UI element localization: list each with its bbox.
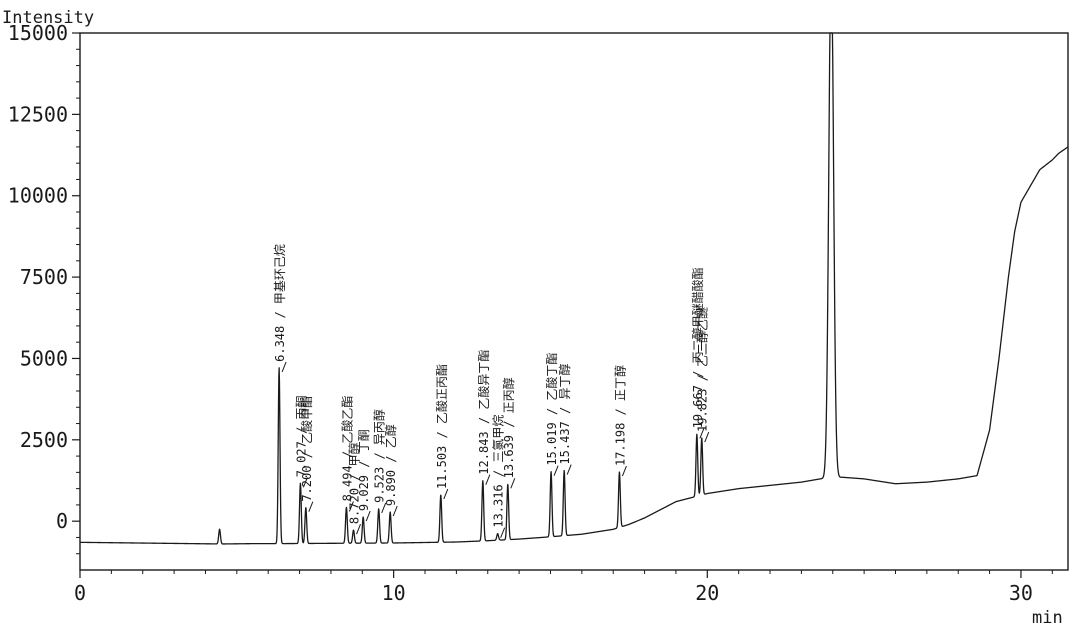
x-tick-label: 20	[695, 581, 719, 605]
peak-label: 15.437 / 异丁醇	[557, 364, 572, 465]
x-tick-label: 0	[74, 581, 86, 605]
series-line-chromatogram	[79, 32, 1069, 545]
peak-leader-line	[621, 465, 627, 477]
peak-apex-point	[389, 511, 391, 513]
peak-leader-line	[699, 428, 705, 439]
x-tick-label: 10	[382, 581, 406, 605]
peak-apex-point	[218, 528, 221, 530]
peak-label: 13.639 / 正丙醇	[501, 377, 516, 478]
axes-group	[79, 32, 1069, 571]
peak-label: 9.523 / 异丙醇	[372, 409, 387, 503]
peak-label: 19.667 / 丙二醇甲醚醋酸酯	[690, 267, 705, 428]
peak-leader-line	[704, 431, 710, 443]
y-tick-label: 2500	[20, 428, 68, 452]
peak-leader-line	[510, 478, 516, 489]
peak-label: 9.890 / 乙醇	[383, 424, 398, 506]
ticks-group: 0 2500 5000 7500 10000 12500 15000 0 10 20 30	[8, 21, 1053, 605]
peak-apex-point	[497, 533, 499, 535]
y-tick-label: 0	[56, 509, 68, 533]
peak-leader-line	[381, 502, 387, 514]
peak-label: 13.316 / 三氯甲烷	[492, 415, 506, 528]
peak-leader-line	[443, 488, 449, 500]
peak-apex-point	[278, 367, 280, 369]
peak-label: 7.200 / 乙酸甲酯	[299, 396, 314, 502]
peak-label: 7.027 / 丙酮	[294, 395, 308, 477]
peak-leader-line	[281, 361, 287, 373]
peak-label: 15.019 / 乙酸丁酯	[544, 353, 559, 466]
y-tick-label: 10000	[8, 184, 68, 208]
peak-leader-line	[308, 501, 314, 512]
peak-apex-point	[440, 494, 442, 496]
peak-label: 12.843 / 乙酸异丁酯	[476, 350, 491, 475]
peak-label: 17.198 / 正丁醇	[612, 365, 627, 466]
y-tick-label: 7500	[20, 265, 68, 289]
peak-label: 19.823 / 乙二醇乙醚	[695, 307, 710, 432]
peak-apex-point	[299, 482, 302, 484]
peak-leader-line	[302, 477, 308, 488]
x-tick-label: 30	[1009, 581, 1033, 605]
peak-label: 6.348 / 甲基环己烷	[273, 244, 287, 362]
trace-group	[79, 32, 1069, 545]
peak-label: 8.720 / 甲醇	[347, 442, 362, 524]
peak-apex-point	[507, 483, 509, 485]
peak-leader-line	[500, 527, 506, 538]
peak-apex-point	[618, 471, 621, 473]
peak-apex-point	[550, 471, 552, 473]
y-tick-label: 5000	[20, 346, 68, 370]
peak-leader-line	[566, 464, 572, 475]
y-tick-label: 15000	[8, 21, 68, 45]
peak-apex-point	[701, 437, 703, 439]
peak-leader-line	[553, 465, 559, 476]
peak-leader-line	[348, 501, 354, 512]
peak-leader-line	[365, 510, 371, 522]
peak-apex-point	[362, 516, 364, 518]
peak-apex-point	[345, 506, 348, 509]
peak-label: 11.503 / 乙酸正丙酯	[434, 364, 449, 489]
peak-apex-point	[378, 508, 380, 510]
y-tick-label: 12500	[8, 102, 68, 126]
peak-leader-line	[485, 474, 491, 485]
plot-frame	[79, 32, 1069, 571]
peak-label: 8.494 / 乙酸乙酯	[339, 396, 354, 502]
peak-apex-point	[305, 507, 307, 509]
peak-apex-point	[482, 480, 484, 482]
peak-apex-point	[352, 529, 355, 531]
peak-apex-point	[563, 469, 565, 472]
peak-labels-group: 6.348 / 甲基环己烷 7.027 / 丙酮7.200 / 乙酸甲酯 8.494…	[273, 244, 710, 538]
y-axis-title: Intensity	[2, 8, 94, 28]
x-axis-title: min	[1032, 608, 1063, 628]
peak-apex-point	[830, 32, 832, 34]
peak-label: 9.029 / 丁酮	[357, 429, 371, 511]
peak-leader-line	[392, 505, 398, 517]
peak-leader-line	[356, 523, 361, 535]
peak-apex-point	[696, 433, 698, 435]
